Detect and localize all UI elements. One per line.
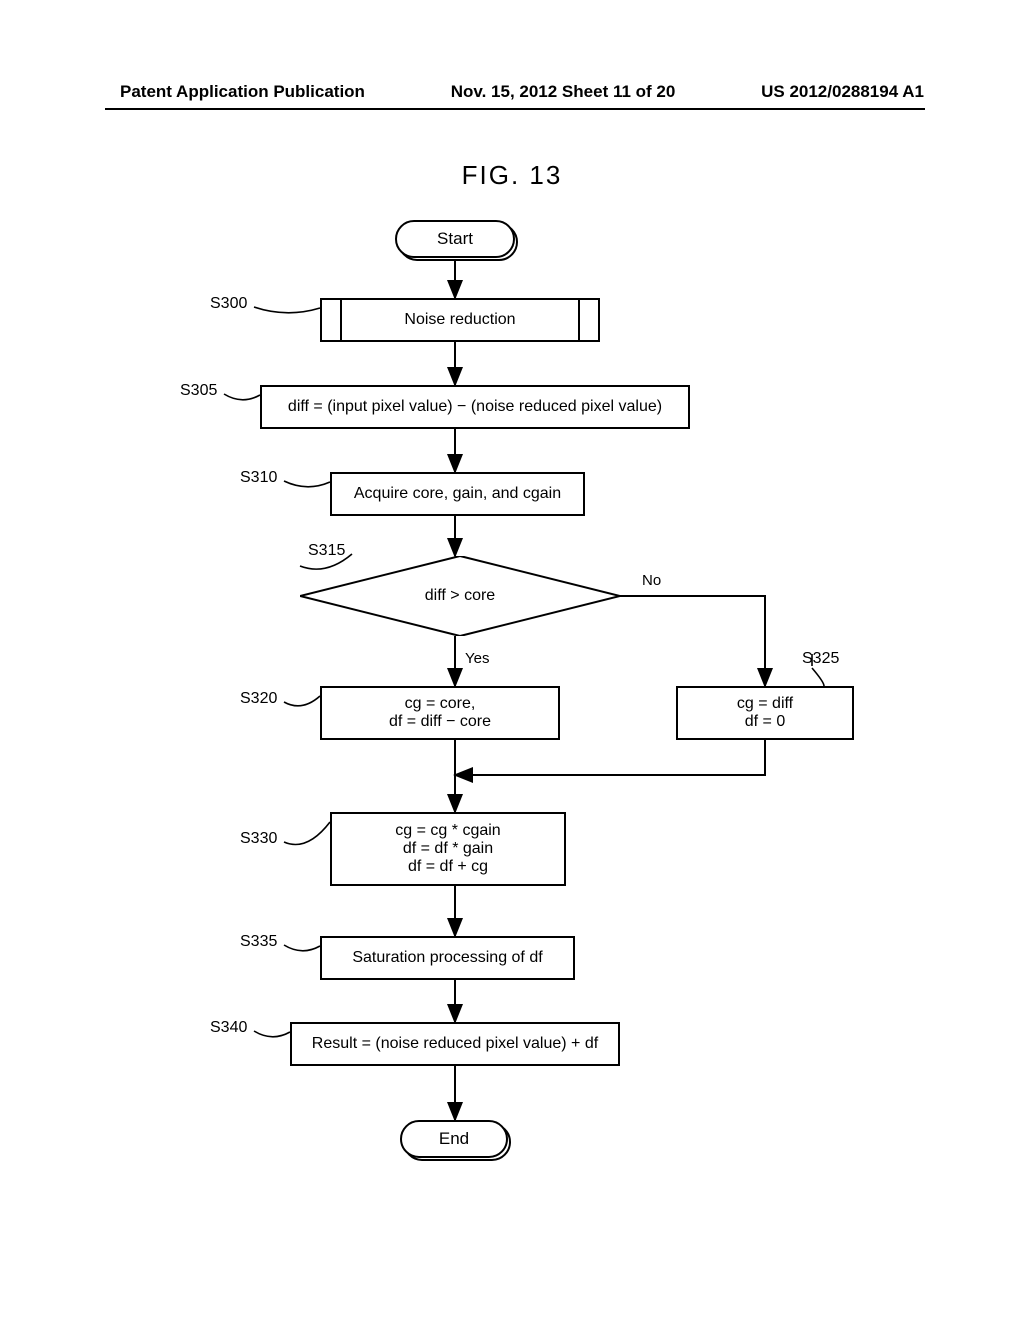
header-left: Patent Application Publication	[120, 82, 365, 102]
terminator-end: End	[400, 1120, 508, 1158]
header-rule	[105, 108, 925, 110]
figure-title: FIG. 13	[0, 160, 1024, 191]
step-connector	[254, 1031, 290, 1037]
header-center: Nov. 15, 2012 Sheet 11 of 20	[451, 82, 676, 102]
flowchart-canvas: YesNoStartNoise reductionS300diff = (inp…	[0, 220, 1024, 1270]
page-header: Patent Application Publication Nov. 15, …	[0, 82, 1024, 102]
header-right: US 2012/0288194 A1	[761, 82, 924, 102]
